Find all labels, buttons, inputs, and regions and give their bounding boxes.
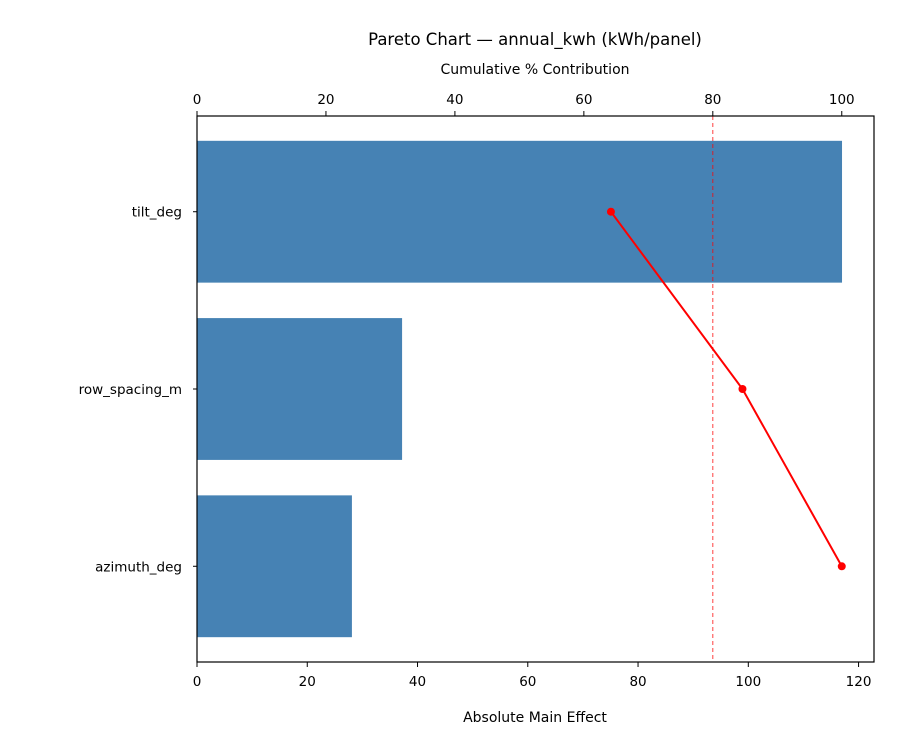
x2-tick-label: 80	[704, 92, 721, 108]
x2-tick-label: 0	[193, 92, 202, 108]
x2-tick-label: 100	[829, 92, 855, 108]
chart-title: Pareto Chart — annual_kwh (kWh/panel)	[368, 30, 702, 50]
y-tick-label: row_spacing_m	[79, 382, 182, 398]
x-axis-label: Absolute Main Effect	[463, 710, 607, 726]
x2-axis-label: Cumulative % Contribution	[440, 62, 629, 78]
bar-tilt_deg	[197, 140, 843, 283]
x-tick-label: 40	[409, 674, 426, 690]
bar-row_spacing_m	[197, 318, 403, 460]
x-tick-label: 80	[629, 674, 646, 690]
x-tick-label: 60	[519, 674, 536, 690]
cumulative-point	[837, 562, 846, 571]
x-tick-label: 0	[193, 674, 202, 690]
x-tick-label: 120	[846, 674, 872, 690]
x2-tick-label: 60	[575, 92, 592, 108]
cumulative-point	[738, 385, 747, 393]
y-tick-label: azimuth_deg	[95, 559, 182, 575]
x-tick-label: 100	[735, 674, 761, 690]
y-tick-label: tilt_deg	[132, 205, 182, 221]
axes-frame	[196, 115, 875, 663]
x2-tick-label: 20	[317, 92, 334, 108]
x-tick-label: 20	[299, 674, 316, 690]
x2-tick-label: 40	[446, 92, 463, 108]
bar-azimuth_deg	[197, 495, 352, 638]
cumulative-point	[606, 207, 615, 216]
